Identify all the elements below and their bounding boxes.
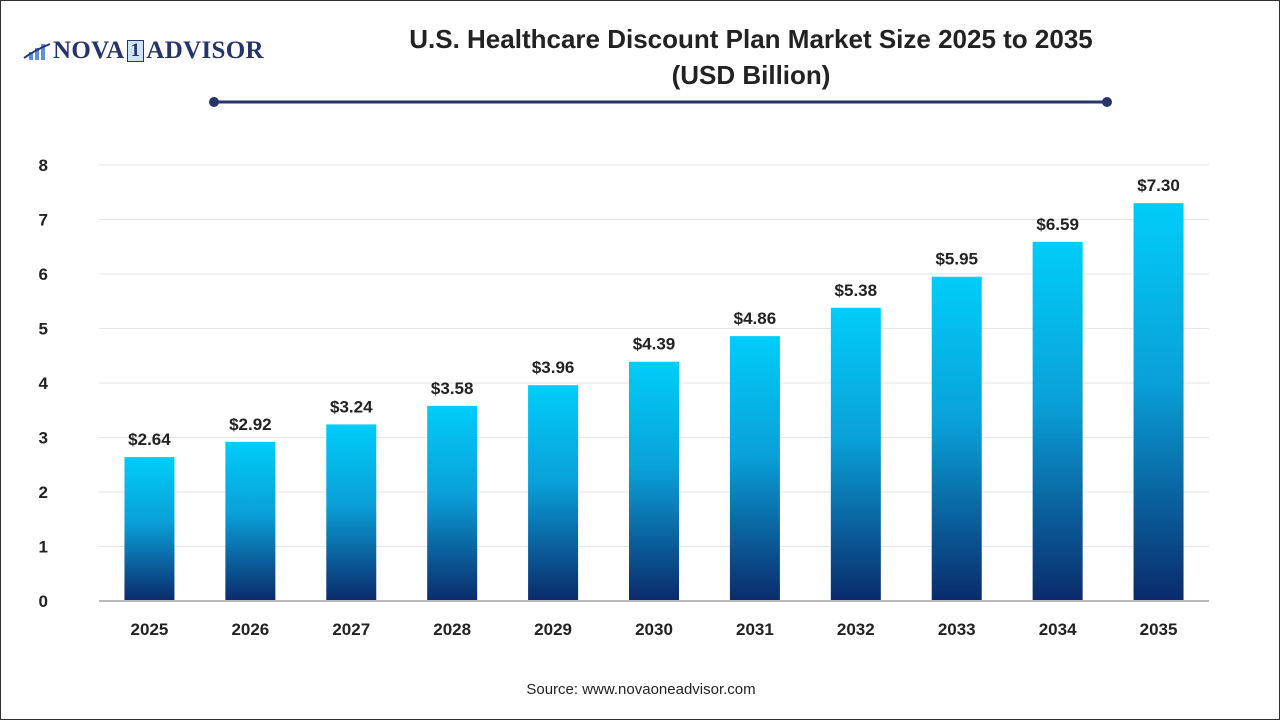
x-tick-label: 2028 [433, 620, 471, 639]
y-tick-label: 0 [39, 592, 48, 611]
data-label: $4.39 [633, 335, 676, 354]
y-tick-label: 2 [39, 483, 48, 502]
chart-subtitle: (USD Billion) [671, 60, 831, 90]
logo: NOVA 1 ADVISOR [23, 37, 264, 65]
bar-2035 [1133, 203, 1184, 601]
y-tick-label: 7 [39, 211, 48, 230]
data-label: $3.24 [330, 397, 373, 416]
data-label: $7.30 [1137, 176, 1180, 195]
y-tick-label: 4 [39, 374, 49, 393]
x-tick-label: 2030 [635, 620, 673, 639]
x-tick-label: 2029 [534, 620, 572, 639]
bar-2030 [629, 361, 679, 601]
x-tick-label: 2033 [938, 620, 976, 639]
title-divider [209, 97, 1112, 107]
bar-2025 [124, 457, 175, 601]
chart-title: U.S. Healthcare Discount Plan Market Siz… [409, 24, 1093, 54]
bar-2028 [427, 405, 478, 601]
bar-2031 [729, 336, 780, 601]
x-tick-label: 2031 [736, 620, 774, 639]
y-tick-label: 1 [39, 538, 48, 557]
data-label: $4.86 [734, 309, 777, 328]
x-tick-label: 2025 [131, 620, 169, 639]
x-tick-label: 2027 [332, 620, 370, 639]
data-label: $3.96 [532, 358, 575, 377]
logo-text-one: 1 [126, 40, 145, 62]
x-tick-label: 2026 [231, 620, 269, 639]
data-label: $6.59 [1036, 215, 1079, 234]
y-tick-label: 5 [39, 320, 48, 339]
bar-chart-logo-icon [23, 43, 51, 60]
x-tick-label: 2035 [1140, 620, 1178, 639]
logo-text-advisor: ADVISOR [146, 37, 264, 64]
logo-text-nova: NOVA [53, 37, 125, 64]
source-note: Source: www.novaoneadvisor.com [526, 681, 756, 698]
x-tick-label: 2032 [837, 620, 875, 639]
bar-2033 [931, 276, 982, 601]
bar-2029 [528, 385, 579, 601]
data-label: $2.92 [229, 415, 272, 434]
x-tick-label: 2034 [1039, 620, 1077, 639]
y-tick-label: 3 [39, 429, 48, 448]
data-label: $5.95 [935, 250, 978, 269]
data-label: $2.64 [128, 430, 171, 449]
bar-2032 [830, 307, 881, 601]
data-label: $3.58 [431, 379, 474, 398]
bar-2026 [225, 441, 276, 601]
y-tick-label: 8 [39, 156, 48, 175]
bar-2034 [1032, 241, 1083, 601]
data-label: $5.38 [835, 281, 878, 300]
bar-2027 [326, 424, 377, 601]
chart-title-block: U.S. Healthcare Discount Plan Market Siz… [301, 21, 1201, 93]
y-tick-label: 6 [39, 265, 48, 284]
